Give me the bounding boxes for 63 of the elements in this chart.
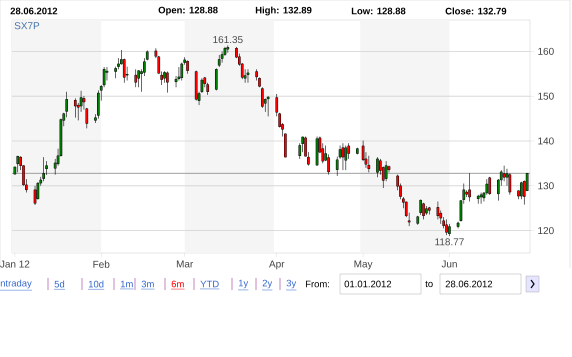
y-tick-label: 160 bbox=[538, 48, 554, 55]
y-tick-label: 150 bbox=[538, 92, 554, 100]
text: 28.06.2012 bbox=[446, 280, 492, 288]
text: Open: 128.88 bbox=[158, 6, 218, 16]
annotation: 118.77 bbox=[435, 238, 464, 246]
candlestick bbox=[246, 68, 250, 84]
candlestick bbox=[220, 51, 224, 63]
text: to bbox=[425, 280, 433, 288]
candlestick bbox=[436, 201, 440, 220]
candlestick bbox=[16, 155, 20, 173]
candlestick bbox=[74, 98, 77, 118]
text: 6m bbox=[172, 280, 184, 288]
text: YTD bbox=[200, 280, 219, 288]
candlestick bbox=[520, 181, 523, 200]
candlestick bbox=[480, 192, 482, 204]
candlestick bbox=[502, 165, 506, 182]
chart-title: SX7P bbox=[14, 22, 40, 30]
candlestick bbox=[218, 54, 221, 68]
x-tick-label: Jun bbox=[442, 260, 457, 268]
y-tick-label: 120 bbox=[538, 227, 554, 234]
text: 5d bbox=[54, 280, 64, 288]
text: 3m bbox=[142, 280, 154, 288]
candlestick bbox=[368, 155, 370, 173]
candlestick bbox=[134, 68, 138, 88]
text: 1y bbox=[238, 280, 248, 288]
text: 01.01.2012 bbox=[344, 280, 392, 288]
x-tick-label: Jan 12 bbox=[0, 260, 30, 268]
candlestick bbox=[445, 219, 448, 236]
text: From: bbox=[306, 280, 330, 288]
candlestick bbox=[42, 156, 45, 182]
candlestick bbox=[261, 86, 264, 108]
text: Close: 132.79 bbox=[446, 8, 506, 14]
text: High: 132.89 bbox=[256, 6, 312, 16]
candlestick bbox=[186, 60, 189, 74]
candlestick bbox=[488, 176, 492, 196]
x-tick-label: May bbox=[354, 260, 372, 270]
candlestick bbox=[166, 71, 169, 93]
x-tick-label: Mar bbox=[176, 260, 194, 268]
text: Low: 128.88 bbox=[352, 8, 406, 14]
candlestick bbox=[342, 142, 344, 170]
candlestick bbox=[214, 68, 218, 91]
text: 28.06.2012 bbox=[10, 8, 58, 14]
candlestick bbox=[65, 91, 68, 118]
text: 2y bbox=[262, 280, 272, 288]
text: 10d bbox=[88, 280, 104, 288]
x-tick-label: Apr bbox=[269, 260, 284, 270]
candlestick bbox=[266, 96, 270, 117]
x-tick-label: Feb bbox=[93, 260, 110, 268]
annotation: 161.35 bbox=[213, 36, 243, 44]
candlestick bbox=[422, 202, 425, 220]
candlestick bbox=[468, 172, 471, 202]
y-tick-label: 130 bbox=[538, 182, 554, 190]
candlestick bbox=[137, 70, 140, 88]
y-tick-label: 140 bbox=[538, 137, 554, 145]
text: 3y bbox=[286, 280, 296, 288]
text: ntraday bbox=[0, 280, 32, 288]
candlestick bbox=[376, 156, 379, 178]
text: 1m bbox=[120, 280, 133, 288]
candlestick bbox=[508, 172, 512, 196]
candlestick bbox=[344, 145, 348, 170]
candlestick bbox=[419, 199, 422, 216]
candlestick bbox=[34, 185, 36, 206]
candlestick bbox=[448, 224, 451, 236]
